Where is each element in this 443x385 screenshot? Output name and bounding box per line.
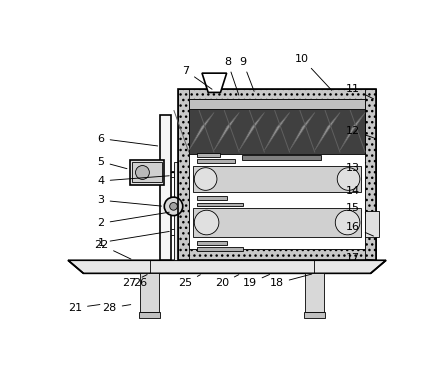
Bar bbox=[130, 160, 164, 185]
Bar bbox=[305, 273, 324, 312]
Circle shape bbox=[337, 168, 360, 190]
Circle shape bbox=[335, 210, 360, 235]
Polygon shape bbox=[189, 112, 214, 150]
Circle shape bbox=[136, 166, 149, 179]
Text: 17: 17 bbox=[346, 253, 373, 263]
Bar bbox=[197, 247, 243, 251]
Text: 13: 13 bbox=[346, 163, 366, 173]
Text: 19: 19 bbox=[243, 275, 269, 288]
Text: 1: 1 bbox=[97, 231, 169, 248]
Text: 12: 12 bbox=[346, 126, 373, 138]
Bar bbox=[197, 196, 227, 200]
Bar bbox=[178, 89, 376, 99]
Text: 15: 15 bbox=[346, 203, 366, 213]
Text: 10: 10 bbox=[295, 54, 332, 90]
Circle shape bbox=[164, 197, 183, 216]
Bar bbox=[174, 162, 178, 260]
Text: 18: 18 bbox=[270, 274, 312, 288]
Text: 14: 14 bbox=[346, 186, 365, 196]
Bar bbox=[242, 155, 321, 160]
Polygon shape bbox=[68, 260, 386, 273]
Bar bbox=[139, 312, 160, 318]
Text: 8: 8 bbox=[224, 57, 239, 95]
Circle shape bbox=[194, 168, 217, 190]
Polygon shape bbox=[239, 112, 264, 150]
Text: 22: 22 bbox=[94, 240, 131, 259]
Text: 28: 28 bbox=[102, 303, 131, 313]
Text: 16: 16 bbox=[346, 222, 373, 236]
Bar bbox=[132, 162, 162, 182]
Bar bbox=[160, 116, 171, 260]
Text: 27: 27 bbox=[123, 275, 147, 288]
Bar bbox=[193, 208, 361, 237]
Polygon shape bbox=[214, 112, 239, 150]
Bar bbox=[365, 89, 376, 260]
Polygon shape bbox=[264, 112, 290, 150]
Bar bbox=[197, 241, 227, 245]
Text: 21: 21 bbox=[68, 303, 100, 313]
Text: 9: 9 bbox=[239, 57, 254, 91]
Bar bbox=[178, 249, 376, 260]
Polygon shape bbox=[315, 112, 340, 150]
Bar bbox=[303, 312, 325, 318]
Bar bbox=[178, 89, 189, 260]
Text: 25: 25 bbox=[178, 275, 200, 288]
Bar bbox=[197, 159, 235, 163]
Bar bbox=[178, 89, 376, 260]
Text: 20: 20 bbox=[215, 275, 239, 288]
Polygon shape bbox=[202, 73, 227, 92]
Text: 3: 3 bbox=[97, 195, 162, 206]
Text: 5: 5 bbox=[97, 157, 127, 169]
Text: 26: 26 bbox=[133, 273, 150, 288]
Bar bbox=[365, 211, 379, 237]
Text: 2: 2 bbox=[97, 212, 169, 228]
Text: 4: 4 bbox=[97, 176, 169, 186]
Bar bbox=[197, 203, 243, 206]
Text: 7: 7 bbox=[182, 66, 212, 89]
Bar bbox=[193, 166, 361, 192]
Circle shape bbox=[170, 203, 177, 210]
Bar bbox=[140, 273, 159, 312]
Circle shape bbox=[194, 210, 219, 235]
Text: 11: 11 bbox=[346, 84, 373, 99]
Bar bbox=[197, 153, 220, 157]
Bar bbox=[189, 99, 365, 249]
Bar bbox=[189, 99, 365, 109]
Text: 6: 6 bbox=[97, 134, 158, 146]
Polygon shape bbox=[290, 112, 315, 150]
Bar bbox=[189, 99, 365, 154]
Polygon shape bbox=[340, 112, 365, 150]
